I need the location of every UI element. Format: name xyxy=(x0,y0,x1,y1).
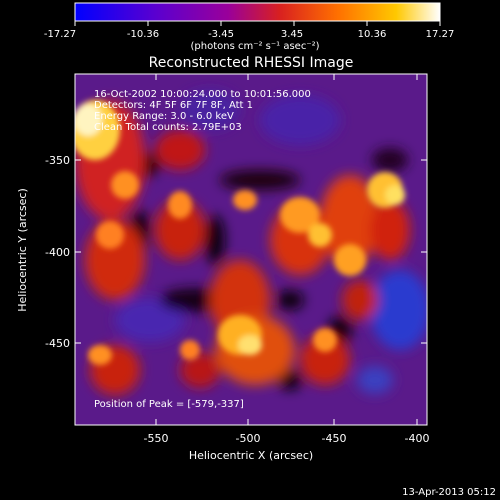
colorbar-tick-label: -17.27 xyxy=(44,29,76,40)
plot-frame xyxy=(74,73,428,426)
footer-timestamp: 13-Apr-2013 05:12 xyxy=(402,487,496,498)
colorbar-tick-label: 3.45 xyxy=(281,29,303,40)
image-annotations: 16-Oct-2002 10:00:24.000 to 10:01:56.000… xyxy=(94,89,311,410)
y-tick-label: -450 xyxy=(45,337,70,350)
y-tick-labels: -350 -400 -450 xyxy=(45,154,70,350)
y-tick-label: -350 xyxy=(45,154,70,167)
colorbar-units: (photons cm⁻² s⁻¹ asec⁻²) xyxy=(190,41,319,52)
y-tick-label: -400 xyxy=(45,246,70,259)
colorbar-tick-labels: -17.27 -10.36 -3.45 3.45 10.36 17.27 xyxy=(44,29,454,40)
time-range-label: 16-Oct-2002 10:00:24.000 to 10:01:56.000 xyxy=(94,89,311,100)
method-counts-label: Clean Total counts: 2.79E+03 xyxy=(94,122,242,133)
detectors-label: Detectors: 4F 5F 6F 7F 8F, Att 1 xyxy=(94,100,253,111)
energy-range-label: Energy Range: 3.0 - 6.0 keV xyxy=(94,111,234,122)
colorbar-tick-label: 10.36 xyxy=(358,29,387,40)
colorbar-tick-label: 17.27 xyxy=(426,29,455,40)
x-axis-label: Heliocentric X (arcsec) xyxy=(189,449,313,462)
colorbar xyxy=(74,2,441,22)
x-tick-label: -400 xyxy=(405,432,430,445)
x-tick-label: -500 xyxy=(236,432,261,445)
x-tick-labels: -550 -500 -450 -400 xyxy=(144,432,430,445)
y-axis xyxy=(75,159,427,344)
rhessi-image xyxy=(75,74,427,425)
y-axis-label: Heliocentric Y (arcsec) xyxy=(16,188,29,312)
x-tick-label: -550 xyxy=(144,432,169,445)
plot-title: Reconstructed RHESSI Image xyxy=(149,55,354,71)
colorbar-tick-label: -3.45 xyxy=(208,29,234,40)
x-tick-label: -450 xyxy=(322,432,347,445)
colorbar-tick-label: -10.36 xyxy=(127,29,159,40)
colorbar-ticks xyxy=(74,21,441,26)
peak-position-label: Position of Peak = [-579,-337] xyxy=(94,399,244,410)
x-axis xyxy=(155,74,418,425)
